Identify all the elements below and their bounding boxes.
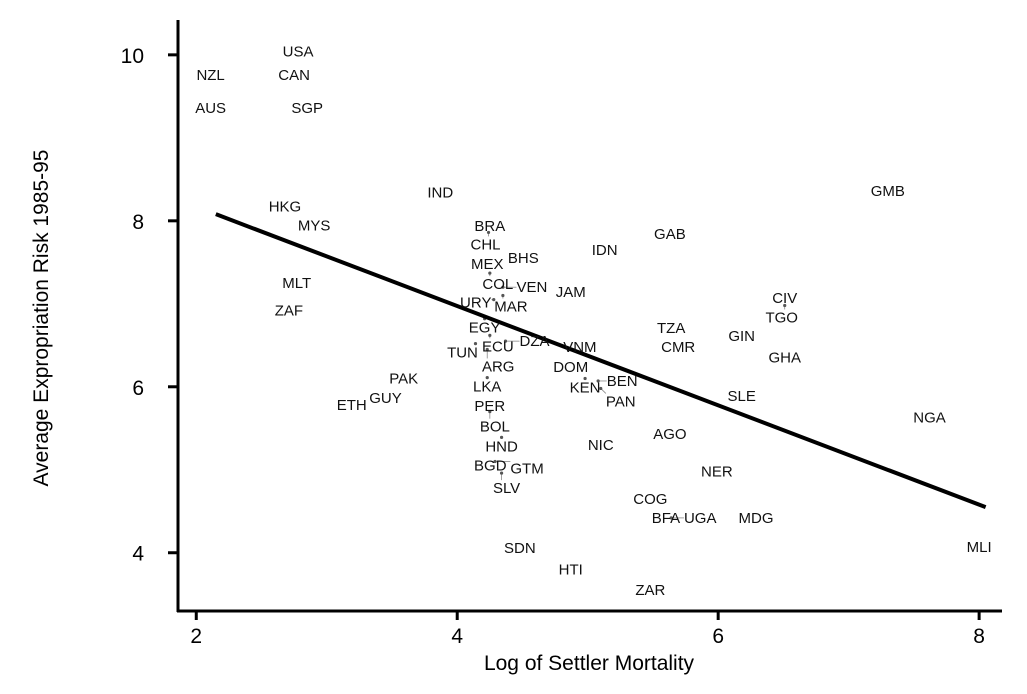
data-point-bhs: BHS — [508, 250, 539, 267]
data-point-gin: GIN — [728, 328, 755, 345]
data-point-eth: ETH — [337, 397, 367, 414]
data-point-dza: DZA — [519, 333, 549, 350]
data-point-mys: MYS — [298, 218, 331, 235]
data-point-usa: USA — [283, 44, 314, 61]
y-tick-label: 8 — [132, 211, 144, 234]
data-point-arg: ARG — [482, 358, 515, 375]
data-point-zar: ZAR — [635, 582, 665, 599]
data-point-bfa: BFA — [652, 510, 680, 527]
data-point-marker — [783, 303, 787, 308]
data-point-gtm: GTM — [510, 460, 543, 477]
data-point-marker — [488, 271, 492, 275]
data-point-lka: LKA — [473, 379, 501, 396]
data-point-can: CAN — [278, 67, 310, 84]
x-axis-label: Log of Settler Mortality — [484, 652, 695, 675]
data-point-mar: MAR — [494, 298, 528, 315]
label-leader-lines — [473, 230, 787, 520]
data-point-ecu: ECU — [482, 338, 514, 355]
data-point-marker — [488, 333, 492, 337]
data-point-tza: TZA — [657, 320, 685, 337]
data-point-ner: NER — [701, 463, 733, 480]
data-point-marker — [501, 285, 505, 289]
data-point-guy: GUY — [369, 390, 402, 407]
data-point-tgo: TGO — [765, 309, 798, 326]
data-point-marker — [492, 298, 496, 302]
data-point-marker — [503, 339, 508, 343]
data-point-marker — [493, 459, 497, 464]
data-point-gha: GHA — [768, 350, 801, 367]
data-point-ago: AGO — [653, 426, 686, 443]
data-point-bgd: BGD — [474, 457, 507, 474]
data-point-sdn: SDN — [504, 540, 536, 557]
data-point-chl: CHL — [471, 236, 501, 253]
y-tick-label: 10 — [121, 45, 144, 68]
x-tick-label: 8 — [973, 625, 985, 648]
data-point-ven: VEN — [516, 279, 547, 296]
data-point-gmb: GMB — [871, 183, 905, 200]
data-point-mlt: MLT — [282, 275, 311, 292]
data-point-uga: UGA — [684, 510, 717, 527]
x-tick-label: 6 — [712, 625, 724, 648]
data-point-nic: NIC — [588, 437, 614, 454]
fit-line — [215, 212, 987, 509]
data-point-hnd: HND — [485, 438, 518, 455]
data-point-marker — [486, 230, 491, 235]
data-point-marker — [488, 410, 492, 414]
data-point-marker — [499, 471, 504, 475]
data-point-egy: EGY — [469, 320, 501, 337]
data-point-tun: TUN — [447, 345, 478, 362]
data-point-aus: AUS — [195, 100, 226, 117]
data-point-marker — [473, 342, 478, 346]
data-point-bra: BRA — [474, 218, 505, 235]
data-point-pan: PAN — [606, 393, 636, 410]
data-point-per: PER — [474, 398, 505, 415]
data-point-marker — [596, 379, 600, 383]
x-tick-label: 2 — [190, 625, 202, 648]
x-ticks: 2 4 6 8 — [190, 610, 985, 648]
data-point-sle: SLE — [727, 388, 755, 405]
data-point-jam: JAM — [556, 284, 586, 301]
data-point-cmr: CMR — [661, 339, 695, 356]
data-point-slv: SLV — [493, 480, 520, 497]
data-point-sgp: SGP — [291, 100, 323, 117]
data-point-mli: MLI — [967, 539, 992, 556]
data-point-marker — [485, 347, 489, 352]
data-point-marker — [501, 293, 505, 298]
data-point-marker — [669, 516, 673, 520]
data-point-ind: IND — [427, 185, 453, 202]
data-point-civ: CIV — [772, 290, 797, 307]
y-tick-label: 6 — [132, 377, 144, 400]
data-point-marker — [499, 435, 504, 439]
data-point-pak: PAK — [389, 370, 418, 387]
data-point-marker — [583, 376, 587, 381]
data-point-idn: IDN — [592, 242, 618, 259]
y-tick-label: 4 — [132, 543, 144, 566]
data-point-ken: KEN — [570, 379, 601, 396]
x-tick-label: 4 — [451, 625, 463, 648]
y-ticks: 4 6 8 10 — [121, 45, 178, 566]
data-point-hkg: HKG — [269, 199, 302, 216]
data-point-mdg: MDG — [739, 510, 774, 527]
data-point-nzl: NZL — [196, 67, 224, 84]
data-point-marker — [599, 386, 603, 391]
data-point-nga: NGA — [913, 409, 946, 426]
data-point-gab: GAB — [654, 226, 686, 243]
data-point-dom: DOM — [553, 359, 588, 376]
data-point-col: COL — [482, 276, 513, 293]
data-point-zaf: ZAF — [275, 302, 303, 319]
y-axis-label: Average Expropriation Risk 1985-95 — [30, 150, 53, 487]
data-point-mex: MEX — [471, 256, 504, 273]
data-point-cog: COG — [633, 491, 667, 508]
data-point-bol: BOL — [480, 419, 510, 436]
data-point-marker — [485, 376, 489, 380]
data-point-vnm: VNM — [563, 339, 596, 356]
data-point-hti: HTI — [559, 561, 583, 578]
data-point-ury: URY — [460, 295, 491, 312]
data-point-ben: BEN — [607, 373, 638, 390]
